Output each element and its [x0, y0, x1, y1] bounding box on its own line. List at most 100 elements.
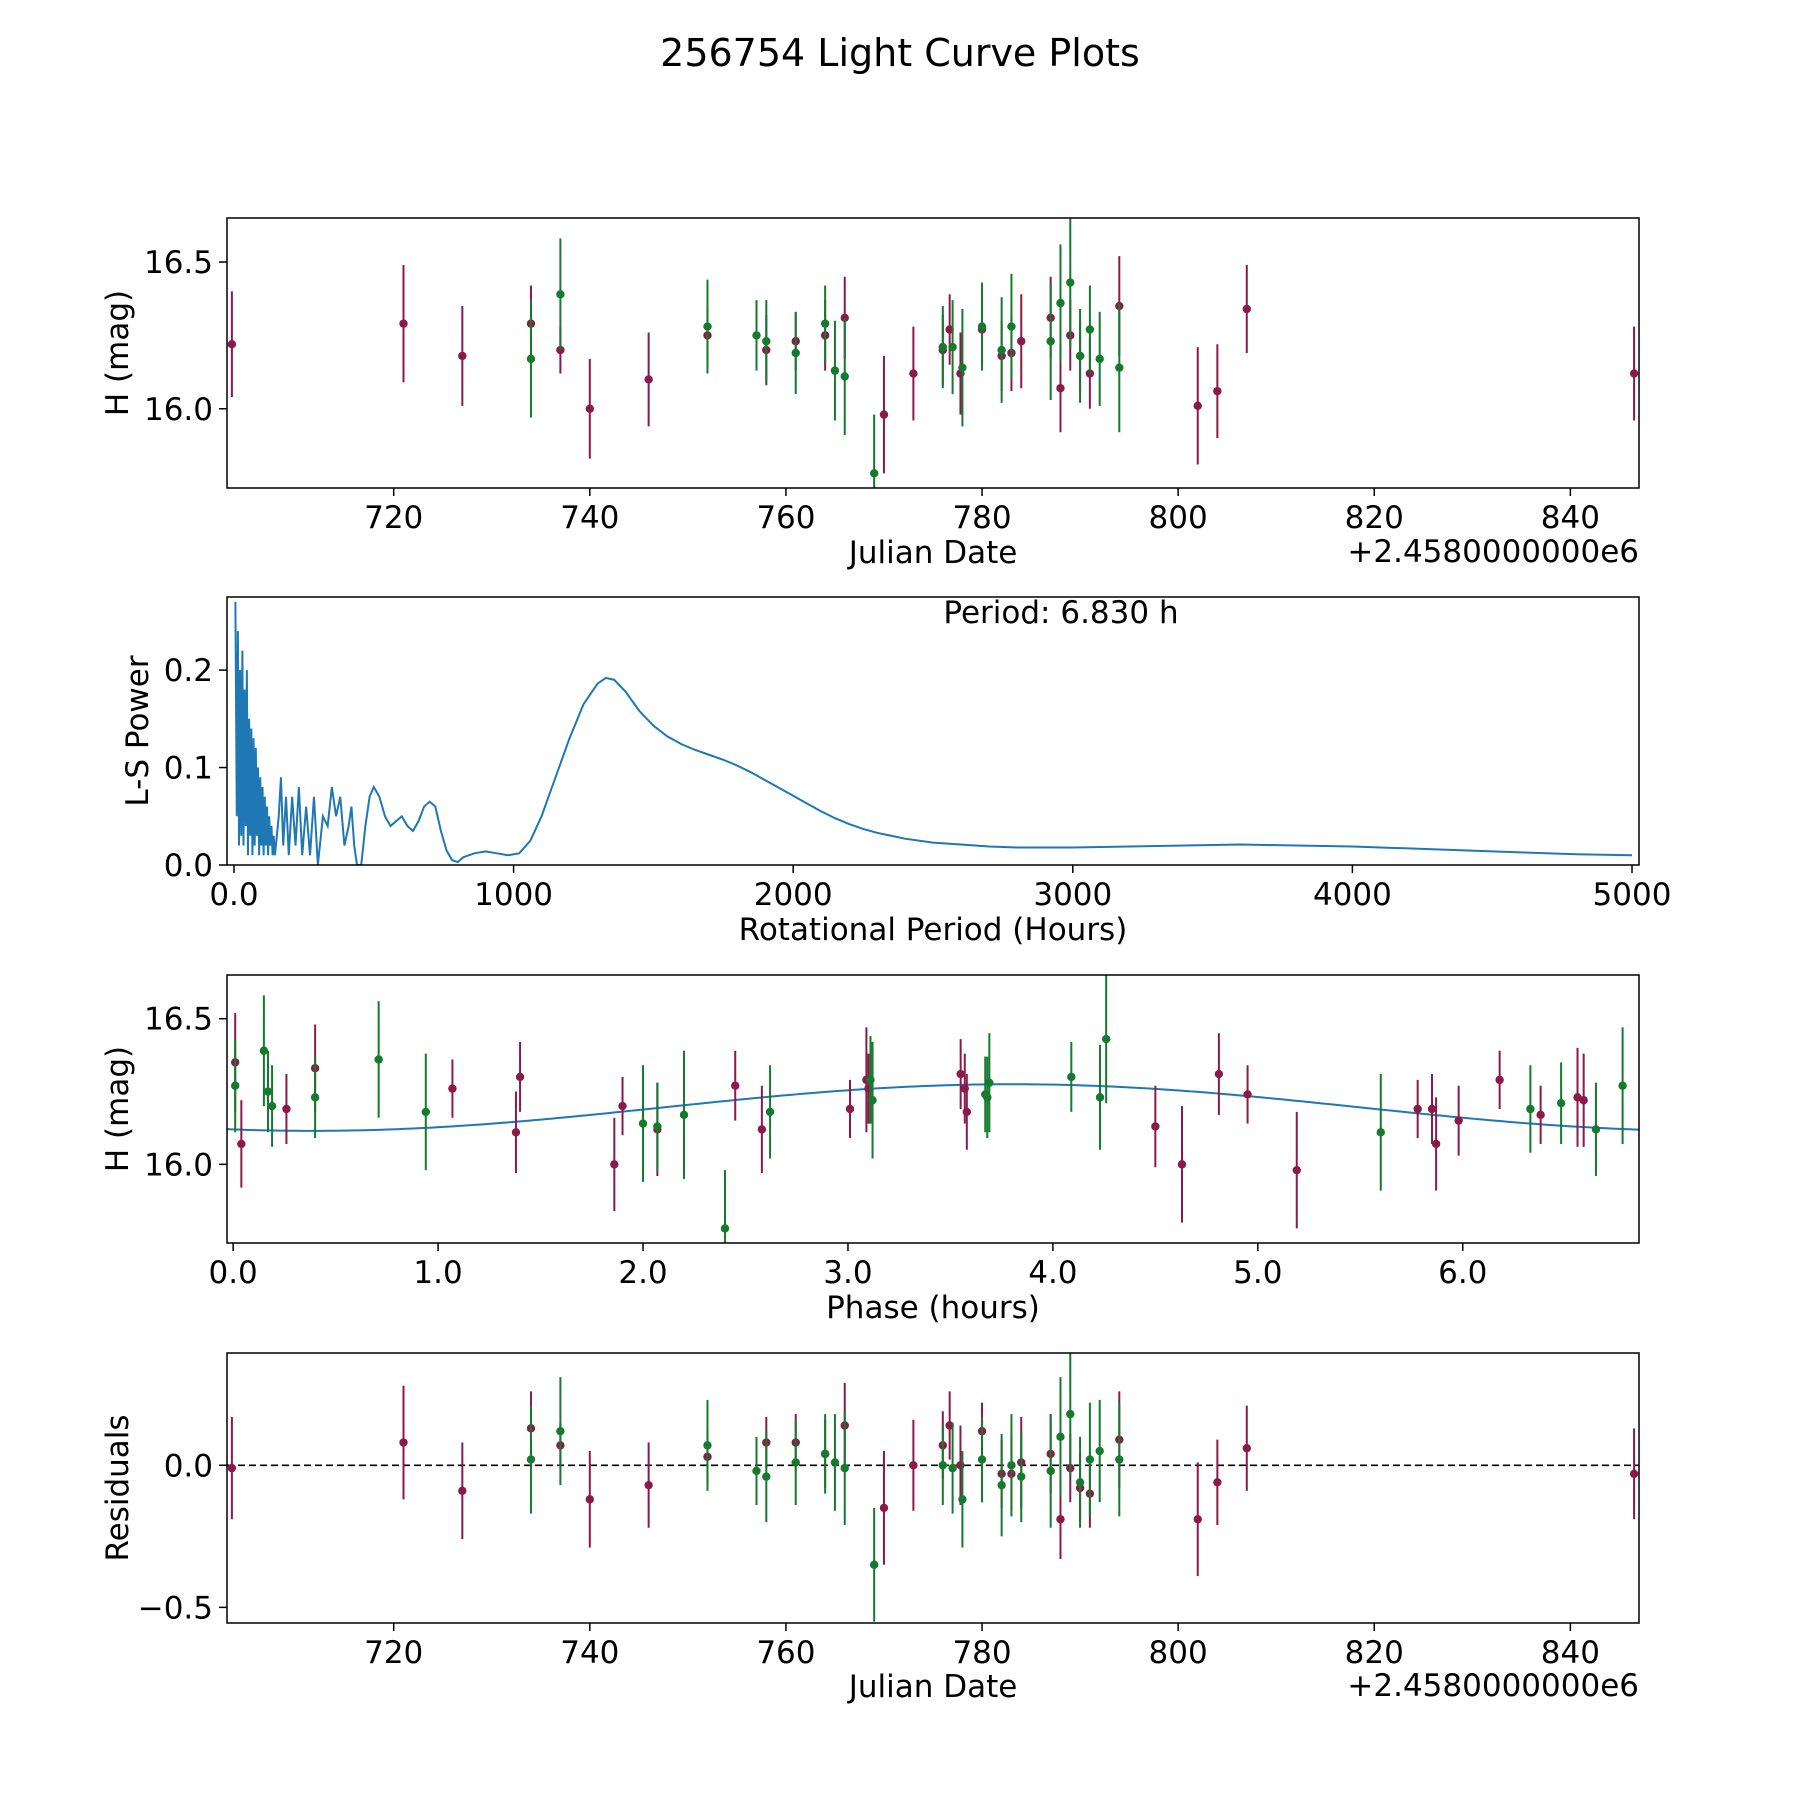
- phased-r-point: [515, 1072, 525, 1082]
- phased-r-point: [1413, 1104, 1422, 1114]
- residuals-xtick-label: 820: [1345, 1635, 1404, 1671]
- phased-xlabel: Phase (hours): [826, 1290, 1040, 1326]
- lightcurve-r-point: [1193, 401, 1202, 411]
- lightcurve-xlabel: Julian Date: [847, 535, 1018, 571]
- phased-g-point: [1591, 1125, 1601, 1134]
- residuals-g-point: [1095, 1446, 1104, 1456]
- phased-g-point: [1101, 1034, 1111, 1044]
- lightcurve-g-point: [556, 290, 565, 299]
- periodogram-xtick-label: 4000: [1313, 877, 1392, 913]
- phased-g-point: [374, 1055, 383, 1064]
- lightcurve-g-point: [1115, 363, 1124, 372]
- phased-g-point: [653, 1122, 662, 1131]
- phased-g-point: [868, 1096, 877, 1105]
- residuals-g-point: [1007, 1461, 1016, 1470]
- residuals-plot-area: [227, 1353, 1639, 1622]
- figure-title: 256754 Light Curve Plots: [660, 31, 1140, 75]
- phased-r-point: [1243, 1090, 1252, 1099]
- lightcurve-g-point: [840, 372, 849, 381]
- residuals-g-point: [1056, 1432, 1065, 1442]
- phased-g-point: [230, 1081, 240, 1090]
- periodogram-ytick-label: 0.1: [164, 751, 213, 787]
- lightcurve-g-point: [1095, 354, 1104, 364]
- phased-g-point: [1526, 1104, 1535, 1114]
- lightcurve-g-point: [1007, 322, 1016, 331]
- lightcurve-chart: Julian Date H (mag) +2.4580000000e6 720 7…: [100, 217, 1640, 571]
- lightcurve-ytick-label: 16.0: [144, 392, 213, 428]
- phased-model-curve: [227, 1083, 1639, 1132]
- lightcurve-g-point: [958, 363, 967, 372]
- residuals-g-point: [938, 1461, 948, 1470]
- residuals-r-point: [1213, 1478, 1222, 1487]
- phased-g-point: [720, 1224, 730, 1233]
- residuals-g-point: [997, 1480, 1006, 1490]
- residuals-r-point: [1629, 1469, 1639, 1478]
- residuals-g-point: [820, 1449, 830, 1459]
- periodogram-xlabel: Rotational Period (Hours): [739, 912, 1128, 948]
- residuals-g-point: [1075, 1478, 1085, 1487]
- phased-r-point: [1495, 1075, 1504, 1085]
- phased-r-point: [610, 1160, 619, 1169]
- phased-r-point: [731, 1081, 740, 1090]
- residuals-xtick-label: 840: [1541, 1635, 1600, 1671]
- residuals-g-point: [958, 1495, 967, 1504]
- lightcurve-xtick-label: 760: [756, 500, 815, 536]
- phased-g-point: [765, 1107, 775, 1117]
- lightcurve-g-point: [830, 366, 840, 375]
- lightcurve-xtick-label: 780: [952, 500, 1011, 536]
- residuals-g-point: [1017, 1472, 1026, 1481]
- lightcurve-ylabel: H (mag): [100, 290, 136, 416]
- lightcurve-g-point: [526, 354, 536, 364]
- periodogram-chart: Period: 6.830 h Rotational Period (Hours…: [120, 595, 1671, 948]
- residuals-xtick-label: 720: [364, 1635, 423, 1671]
- lightcurve-g-point: [791, 348, 800, 358]
- lightcurve-plot-area: [227, 218, 1639, 488]
- residuals-g-point: [791, 1458, 800, 1467]
- residuals-r-point: [909, 1461, 918, 1470]
- residuals-r-point: [1056, 1515, 1065, 1524]
- residuals-offset-label: +2.4580000000e6: [1347, 1668, 1639, 1704]
- periodogram-ytick-label: 0.0: [164, 848, 213, 884]
- phased-plot-area: [227, 975, 1639, 1243]
- lightcurve-r-point: [1056, 384, 1065, 393]
- periodogram-xtick-label: 3000: [1033, 877, 1112, 913]
- residuals-g-point: [1046, 1466, 1055, 1476]
- phased-g-point: [1556, 1098, 1566, 1108]
- phased-g-point: [985, 1078, 994, 1087]
- lightcurve-g-point: [938, 342, 948, 352]
- periodogram-xtick-label: 0.0: [209, 877, 258, 913]
- lightcurve-g-point: [869, 469, 879, 478]
- phased-r-point: [511, 1128, 521, 1137]
- phased-xtick-label: 5.0: [1233, 1255, 1282, 1291]
- phased-xtick-label: 0.0: [208, 1255, 257, 1291]
- lightcurve-xtick-label: 800: [1149, 500, 1208, 536]
- phased-xtick-label: 2.0: [618, 1255, 667, 1291]
- lightcurve-offset-label: +2.4580000000e6: [1347, 534, 1639, 570]
- phased-r-point: [960, 1084, 969, 1093]
- lightcurve-g-point: [1085, 325, 1095, 334]
- lightcurve-g-point: [1075, 351, 1085, 361]
- phased-chart: Phase (hours) H (mag) 0.0 1.0 2.0 3.0 4.0 5.0…: [100, 974, 1640, 1326]
- residuals-xtick-label: 740: [560, 1635, 619, 1671]
- phased-xtick-label: 4.0: [1028, 1255, 1077, 1291]
- lightcurve-r-point: [399, 319, 408, 328]
- residuals-g-point: [703, 1441, 712, 1450]
- lightcurve-r-point: [840, 313, 849, 322]
- phased-r-point: [1177, 1160, 1187, 1169]
- residuals-r-point: [458, 1486, 467, 1496]
- residuals-g-point: [526, 1455, 536, 1464]
- lightcurve-g-point: [1056, 298, 1065, 308]
- lightcurve-r-point: [879, 410, 889, 419]
- residuals-xtick-label: 760: [756, 1635, 815, 1671]
- residuals-r-point: [644, 1480, 653, 1490]
- lightcurve-xtick-label: 840: [1541, 500, 1600, 536]
- lightcurve-g-point: [1066, 278, 1075, 287]
- residuals-r-point: [227, 1463, 237, 1473]
- phased-g-point: [1067, 1072, 1076, 1082]
- lightcurve-r-point: [227, 339, 237, 349]
- phased-r-point: [956, 1069, 965, 1079]
- lightcurve-g-point: [977, 322, 987, 331]
- phased-g-point: [1618, 1081, 1627, 1090]
- residuals-xlabel: Julian Date: [847, 1669, 1018, 1705]
